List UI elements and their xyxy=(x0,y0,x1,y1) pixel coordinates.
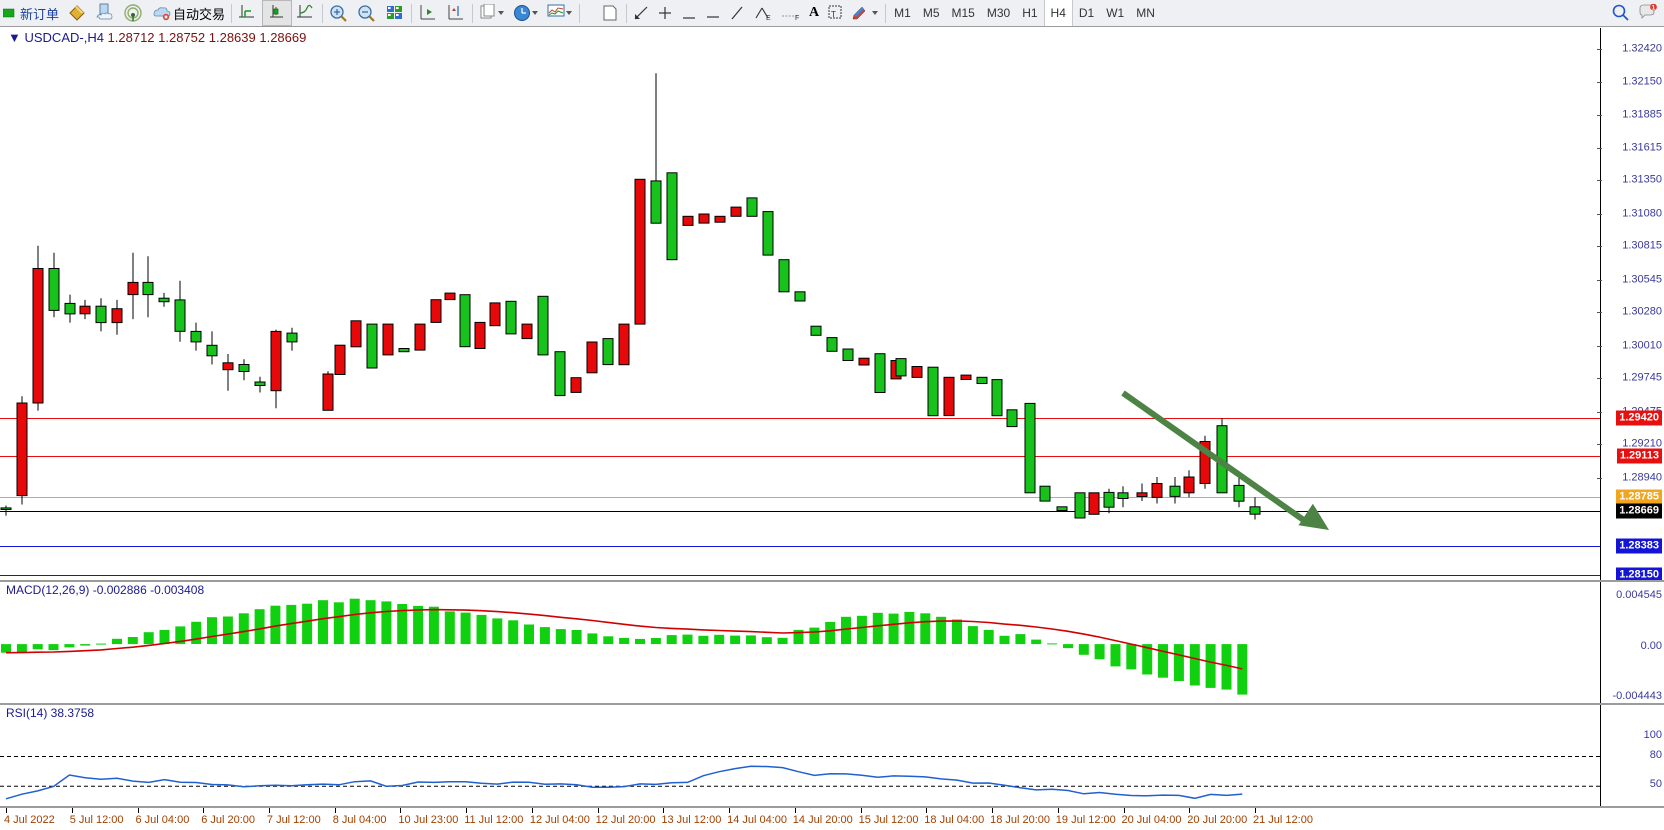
svg-text:F: F xyxy=(795,15,799,21)
svg-text:1: 1 xyxy=(1652,4,1656,11)
svg-text:E: E xyxy=(766,15,771,21)
svg-text:T: T xyxy=(831,10,836,19)
